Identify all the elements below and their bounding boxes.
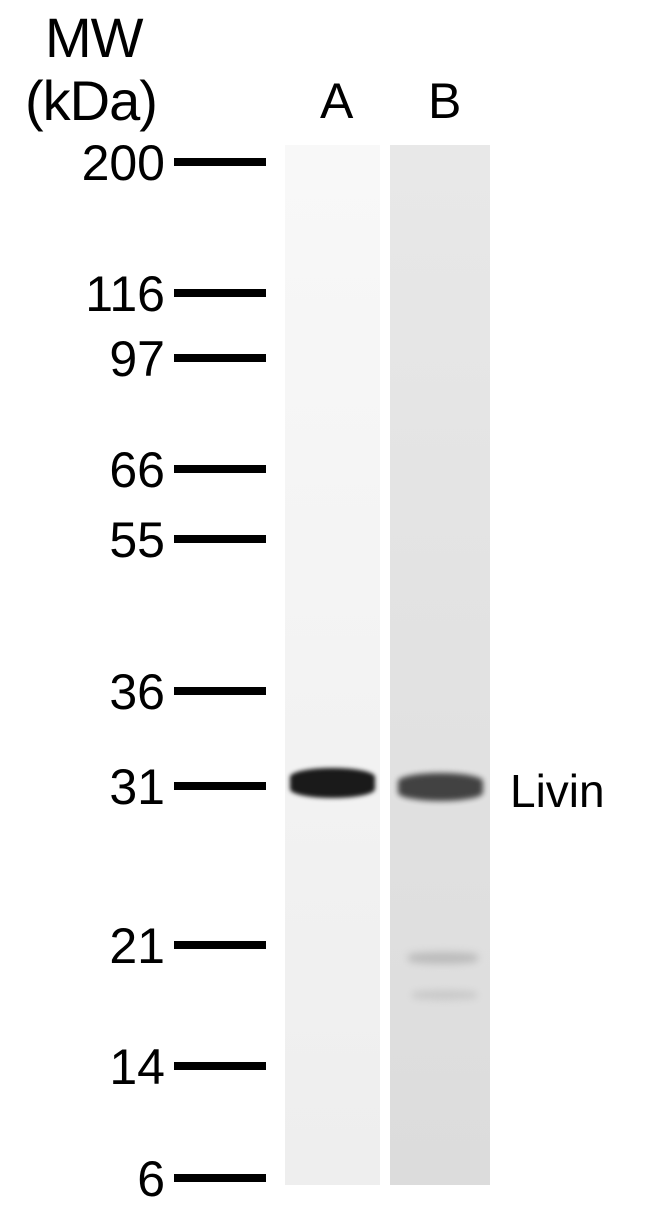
band-b-2 [412,990,477,1000]
protein-label-livin: Livin [510,764,605,818]
marker-tick-21 [174,941,266,949]
marker-tick-66 [174,465,266,473]
mw-header-line1: MW [45,5,143,70]
marker-tick-116 [174,289,266,297]
marker-label-116: 116 [85,265,165,323]
marker-label-31: 31 [109,758,165,816]
marker-tick-6 [174,1174,266,1182]
marker-tick-97 [174,354,266,362]
marker-label-200: 200 [82,134,165,192]
marker-label-14: 14 [109,1038,165,1096]
blot-lane-b [390,145,490,1185]
marker-tick-31 [174,782,266,790]
lane-label-a: A [320,72,353,130]
band-a-0 [290,768,375,798]
marker-tick-14 [174,1062,266,1070]
blot-lane-a [285,145,380,1185]
band-b-1 [408,952,478,964]
band-b-0 [398,773,483,801]
marker-label-21: 21 [109,917,165,975]
mw-header-line2: (kDa) [25,68,157,133]
marker-label-55: 55 [109,511,165,569]
marker-tick-36 [174,687,266,695]
marker-label-97: 97 [109,330,165,388]
marker-label-66: 66 [109,441,165,499]
lane-label-b: B [428,72,461,130]
western-blot-figure: MW (kDa) A B 200 116 97 66 55 36 31 21 14 6 Livin [0,0,650,1221]
marker-tick-55 [174,535,266,543]
marker-label-6: 6 [137,1150,165,1208]
marker-tick-200 [174,158,266,166]
marker-label-36: 36 [109,663,165,721]
